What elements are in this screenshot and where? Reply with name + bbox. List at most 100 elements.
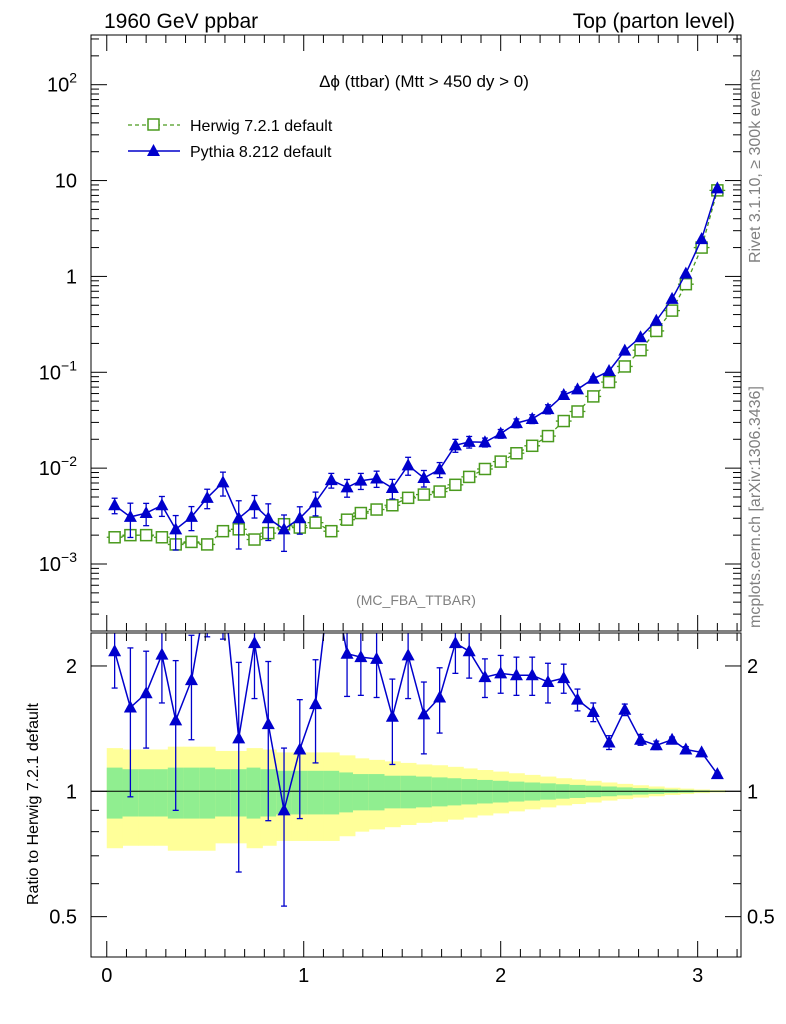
pythia-point (261, 511, 275, 524)
pythia-point (385, 481, 399, 494)
pythia-point (695, 232, 709, 245)
ratio-y-tick-label-right: 2 (747, 656, 758, 678)
ratio-inner-band (307, 770, 324, 815)
herwig-point (370, 503, 383, 516)
ratio-inner-band (400, 775, 417, 809)
herwig-point (433, 485, 446, 498)
legend-pythia-marker (147, 144, 160, 156)
ratio-uncertainty-bands (106, 746, 726, 851)
ratio-y-tick-label-right: 1 (747, 781, 758, 803)
ratio-point (557, 671, 571, 684)
ratio-inner-band (447, 778, 464, 806)
ratio-point (494, 666, 508, 679)
chart-title: Δϕ (ttbar) (Mtt > 450 dy > 0) (319, 72, 529, 91)
main-y-tick-label: 10−2 (39, 453, 77, 480)
ratio-y-tick-label-right: 0.5 (747, 907, 775, 929)
ratio-point (169, 713, 183, 726)
ratio-point (216, 573, 229, 585)
herwig-point (525, 439, 539, 453)
ratio-point (602, 735, 616, 748)
pythia-point (665, 291, 679, 304)
pythia-point (710, 181, 724, 194)
ratio-point (401, 648, 415, 661)
ratio-point (679, 742, 693, 755)
ratio-frame (90, 632, 742, 958)
ratio-point (634, 732, 648, 745)
legend-item-pythia: Pythia 8.212 default (128, 144, 332, 161)
pythia-point (525, 411, 539, 424)
legend: Herwig 7.2.1 default Pythia 8.212 defaul… (128, 118, 333, 161)
analysis-label: (MC_FBA_TTBAR) (356, 592, 476, 608)
ratio-pythia-line (113, 633, 719, 811)
pythia-point (602, 364, 616, 377)
herwig-point (478, 462, 492, 476)
ratio-point (370, 651, 384, 664)
ratio-point (354, 650, 368, 663)
pythia-point (247, 498, 261, 511)
herwig-point (354, 506, 368, 520)
ratio-inner-band (215, 769, 232, 817)
header-right: Top (parton level) (573, 10, 735, 33)
ratio-inner-band (339, 772, 356, 813)
ratio-point (123, 700, 137, 713)
pythia-point (324, 473, 338, 486)
ratio-point (277, 803, 291, 816)
herwig-point (417, 488, 431, 501)
herwig-point (634, 343, 647, 357)
ratio-point (247, 636, 261, 649)
pythia-point (541, 402, 555, 415)
herwig-line (114, 190, 719, 546)
herwig-point (587, 390, 600, 403)
ratio-point (261, 717, 275, 730)
x-tick-labels: 0 1 2 3 (101, 965, 703, 987)
herwig-point (602, 375, 616, 389)
pythia-point (571, 382, 585, 395)
herwig-point (309, 516, 322, 529)
main-y-tick-label: 1 (66, 266, 77, 288)
pythia-line (114, 188, 719, 531)
pythia-point (123, 509, 137, 522)
herwig-point (650, 324, 663, 338)
herwig-point (462, 470, 476, 484)
pythia-point (634, 330, 648, 343)
herwig-point (325, 524, 338, 538)
pythia-point (478, 435, 492, 448)
ratio-inner-band (352, 774, 370, 811)
ratio-point (649, 738, 663, 751)
herwig-point (340, 513, 354, 526)
ratio-point (417, 707, 431, 720)
ratio-y-tick-label-left: 0.5 (49, 907, 77, 929)
ratio-y-tick-labels: 0.5 0.5 1 1 2 2 (49, 656, 775, 929)
header-left: 1960 GeV ppbar (104, 10, 258, 33)
pythia-point (232, 511, 246, 524)
ratio-inner-band (183, 767, 200, 819)
herwig-point (216, 524, 230, 538)
herwig-point (665, 304, 679, 317)
ratio-y-tick-label-left: 1 (66, 781, 77, 803)
pythia-point (417, 470, 431, 483)
ratio-point (665, 732, 679, 745)
legend-herwig-label: Herwig 7.2.1 default (190, 118, 333, 135)
main-axis-ticks (91, 35, 741, 632)
pythia-point (448, 438, 462, 451)
herwig-point (510, 446, 523, 460)
herwig-point (618, 360, 632, 373)
pythia-point (433, 462, 447, 475)
legend-herwig-marker (147, 118, 160, 131)
ratio-y-tick-label-left: 2 (66, 656, 77, 678)
herwig-point (449, 478, 462, 492)
main-series-layer (106, 181, 726, 553)
ratio-point (433, 690, 447, 703)
herwig-point (541, 429, 555, 443)
ratio-point (184, 673, 198, 686)
ratio-point (155, 647, 169, 660)
ratio-panel: 0.5 0.5 1 1 2 2 0 1 2 3 Ratio to Herwig 7.2.1 de… (25, 573, 775, 987)
pythia-point (462, 434, 476, 447)
rivet-version-label: Rivet 3.1.10, ≥ 300k events (747, 69, 764, 263)
legend-pythia-label: Pythia 8.212 default (190, 144, 332, 161)
herwig-point (557, 414, 570, 428)
pythia-point (401, 458, 415, 471)
x-tick-label: 0 (101, 965, 112, 987)
ratio-point (309, 697, 323, 710)
